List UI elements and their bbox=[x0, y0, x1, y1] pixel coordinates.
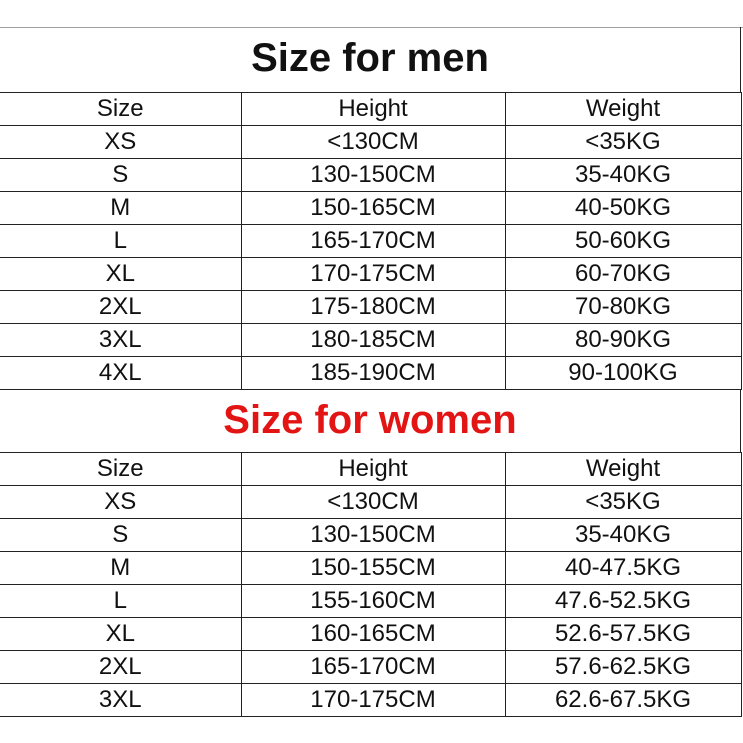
size-cell: 3XL bbox=[0, 323, 242, 357]
height-cell: 155-160CM bbox=[240, 584, 506, 618]
table-row: L 165-170CM 50-60KG bbox=[0, 224, 742, 258]
weight-cell: <35KG bbox=[504, 485, 742, 519]
table-row: 3XL 180-185CM 80-90KG bbox=[0, 323, 742, 357]
weight-cell: 35-40KG bbox=[504, 518, 742, 552]
size-cell: XS bbox=[0, 485, 242, 519]
height-cell: 150-155CM bbox=[240, 551, 506, 585]
table-row: S 130-150CM 35-40KG bbox=[0, 158, 742, 192]
size-cell: S bbox=[0, 518, 242, 552]
top-divider bbox=[0, 27, 743, 28]
size-cell: M bbox=[0, 551, 242, 585]
table-row: S 130-150CM 35-40KG bbox=[0, 518, 742, 552]
table-row: L 155-160CM 47.6-52.5KG bbox=[0, 584, 742, 618]
height-cell: Height bbox=[240, 92, 506, 126]
men-size-table: Size Height Weight XS <130CM <35KG S 130-150CM 3… bbox=[0, 92, 742, 390]
table-row: 3XL 170-175CM 62.6-67.5KG bbox=[0, 683, 742, 717]
size-chart: Size for men Size Height Weight XS <130CM <35… bbox=[0, 27, 742, 717]
size-cell: XL bbox=[0, 617, 242, 651]
size-cell: 4XL bbox=[0, 356, 242, 390]
women-size-table: Size Height Weight XS <130CM <35KG S 130-150CM 3… bbox=[0, 452, 742, 717]
table-row: XL 160-165CM 52.6-57.5KG bbox=[0, 617, 742, 651]
size-cell: XS bbox=[0, 125, 242, 159]
size-cell: 3XL bbox=[0, 683, 242, 717]
women-size-title: Size for women bbox=[0, 390, 741, 452]
size-cell: M bbox=[0, 191, 242, 225]
height-cell: <130CM bbox=[240, 125, 506, 159]
weight-cell: 50-60KG bbox=[504, 224, 742, 258]
table-row: M 150-155CM 40-47.5KG bbox=[0, 551, 742, 585]
height-cell: Height bbox=[240, 452, 506, 486]
height-cell: 185-190CM bbox=[240, 356, 506, 390]
table-row: XL 170-175CM 60-70KG bbox=[0, 257, 742, 291]
height-cell: 165-170CM bbox=[240, 650, 506, 684]
size-cell: XL bbox=[0, 257, 242, 291]
height-cell: 165-170CM bbox=[240, 224, 506, 258]
weight-cell: 80-90KG bbox=[504, 323, 742, 357]
weight-cell: 60-70KG bbox=[504, 257, 742, 291]
weight-cell: Weight bbox=[504, 452, 742, 486]
size-cell: S bbox=[0, 158, 242, 192]
size-cell: Size bbox=[0, 92, 242, 126]
weight-cell: 90-100KG bbox=[504, 356, 742, 390]
weight-cell: 40-47.5KG bbox=[504, 551, 742, 585]
table-row: XS <130CM <35KG bbox=[0, 125, 742, 159]
table-row: XS <130CM <35KG bbox=[0, 485, 742, 519]
height-cell: 150-165CM bbox=[240, 191, 506, 225]
weight-cell: 35-40KG bbox=[504, 158, 742, 192]
weight-cell: 62.6-67.5KG bbox=[504, 683, 742, 717]
header-row: Size Height Weight bbox=[0, 452, 742, 486]
weight-cell: 70-80KG bbox=[504, 290, 742, 324]
height-cell: 170-175CM bbox=[240, 683, 506, 717]
weight-cell: <35KG bbox=[504, 125, 742, 159]
height-cell: 130-150CM bbox=[240, 158, 506, 192]
height-cell: 130-150CM bbox=[240, 518, 506, 552]
table-row: 2XL 175-180CM 70-80KG bbox=[0, 290, 742, 324]
weight-cell: 57.6-62.5KG bbox=[504, 650, 742, 684]
header-row: Size Height Weight bbox=[0, 92, 742, 126]
height-cell: 160-165CM bbox=[240, 617, 506, 651]
weight-cell: 40-50KG bbox=[504, 191, 742, 225]
size-cell: 2XL bbox=[0, 650, 242, 684]
size-cell: L bbox=[0, 584, 242, 618]
size-cell: Size bbox=[0, 452, 242, 486]
size-cell: 2XL bbox=[0, 290, 242, 324]
table-row: M 150-165CM 40-50KG bbox=[0, 191, 742, 225]
height-cell: 170-175CM bbox=[240, 257, 506, 291]
weight-cell: 52.6-57.5KG bbox=[504, 617, 742, 651]
height-cell: 175-180CM bbox=[240, 290, 506, 324]
table-row: 2XL 165-170CM 57.6-62.5KG bbox=[0, 650, 742, 684]
height-cell: <130CM bbox=[240, 485, 506, 519]
men-size-title: Size for men bbox=[0, 27, 741, 92]
weight-cell: Weight bbox=[504, 92, 742, 126]
table-row: 4XL 185-190CM 90-100KG bbox=[0, 356, 742, 390]
size-cell: L bbox=[0, 224, 242, 258]
weight-cell: 47.6-52.5KG bbox=[504, 584, 742, 618]
height-cell: 180-185CM bbox=[240, 323, 506, 357]
